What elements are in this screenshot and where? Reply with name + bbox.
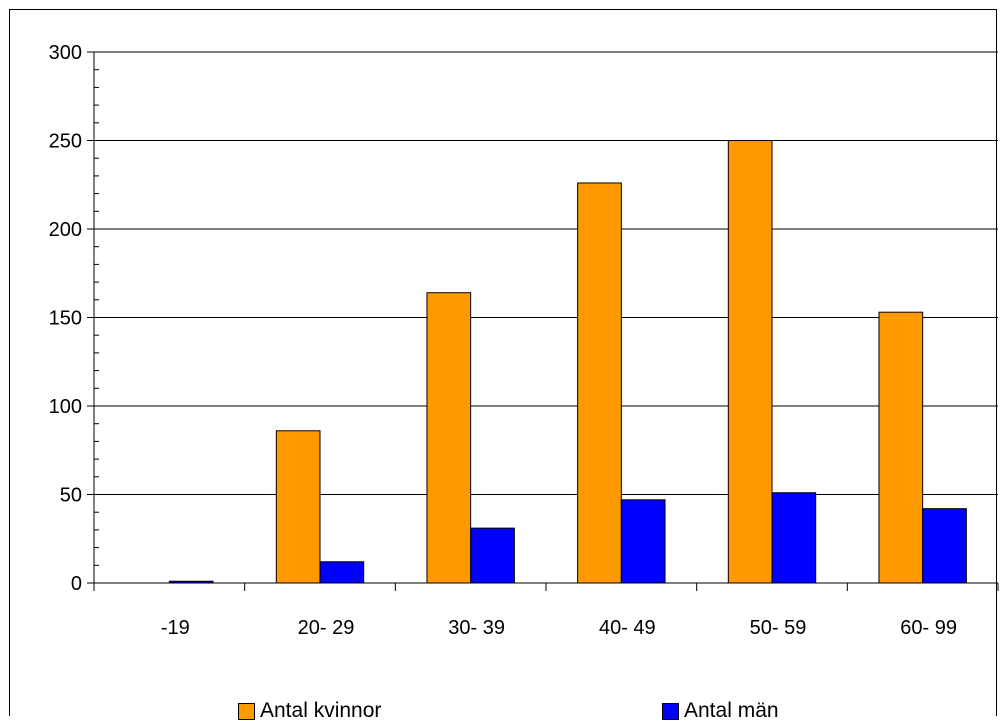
x-tick-label: -19 [161,617,190,639]
x-tick-label: 40- 49 [599,617,656,639]
y-tick-label: 200 [49,219,82,241]
y-tick-label: 250 [49,131,82,153]
x-tick-label: 50- 59 [750,617,807,639]
legend-item-man: Antal män [662,699,779,723]
bar-kvinnor [577,182,622,584]
bar-man [470,527,515,584]
y-tick-label: 100 [49,396,82,418]
legend-item-kvinnor: Antal kvinnor [238,699,381,723]
y-tick-label: 300 [49,42,82,64]
y-tick-label: 150 [49,308,82,330]
bar-man [620,499,666,584]
legend-swatch-kvinnor [238,702,255,720]
y-tick-label: 0 [71,573,82,595]
bar-man [922,508,967,584]
x-tick-label: 20- 29 [298,617,355,639]
bar-man [319,561,365,584]
x-tick-label: 30- 39 [448,617,505,639]
bar-kvinnor [878,311,924,584]
bar-kvinnor [426,292,472,584]
y-tick-label: 50 [60,485,82,507]
legend-label-man: Antal män [684,699,779,722]
legend-swatch-man [662,702,679,720]
bar-kvinnor [727,140,773,584]
x-tick-label: 60- 99 [900,617,957,639]
chart-frame [9,9,997,716]
bar-man [771,492,817,584]
legend-label-kvinnor: Antal kvinnor [260,699,382,722]
bar-kvinnor [275,430,321,584]
